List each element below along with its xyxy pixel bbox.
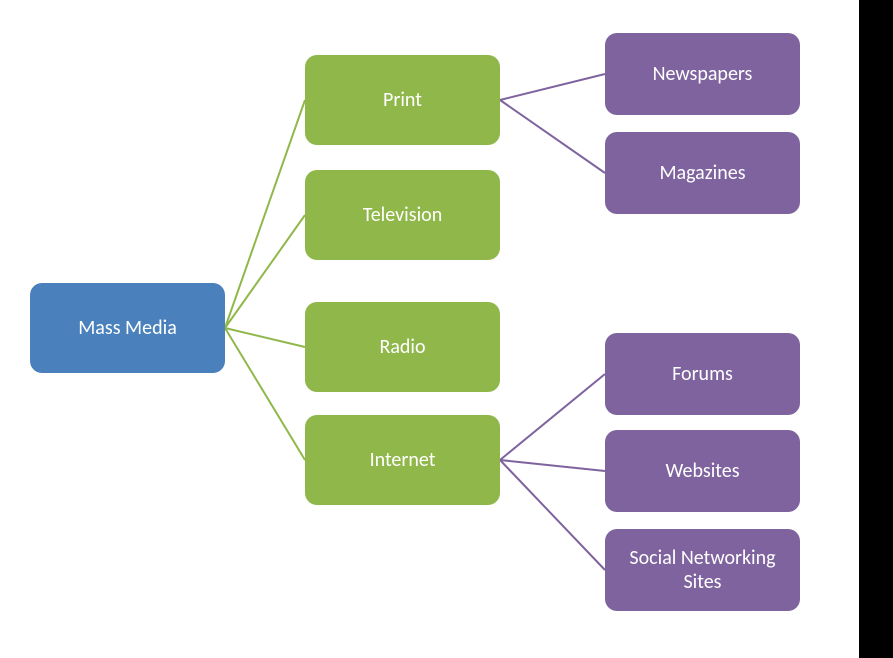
edge-print-newspapers <box>500 74 605 100</box>
edge-internet-websites <box>500 460 605 471</box>
node-print: Print <box>305 55 500 145</box>
node-television: Television <box>305 170 500 260</box>
edge-root-television <box>225 215 305 328</box>
edge-root-radio <box>225 328 305 347</box>
node-forums: Forums <box>605 333 800 415</box>
node-magazines: Magazines <box>605 132 800 214</box>
node-root: Mass Media <box>30 283 225 373</box>
edge-root-internet <box>225 328 305 460</box>
node-radio: Radio <box>305 302 500 392</box>
edge-internet-social <box>500 460 605 570</box>
edge-internet-forums <box>500 374 605 460</box>
node-websites: Websites <box>605 430 800 512</box>
right-border-strip <box>859 0 893 658</box>
edge-print-magazines <box>500 100 605 173</box>
node-newspapers: Newspapers <box>605 33 800 115</box>
node-internet: Internet <box>305 415 500 505</box>
edge-root-print <box>225 100 305 328</box>
node-social: Social Networking Sites <box>605 529 800 611</box>
